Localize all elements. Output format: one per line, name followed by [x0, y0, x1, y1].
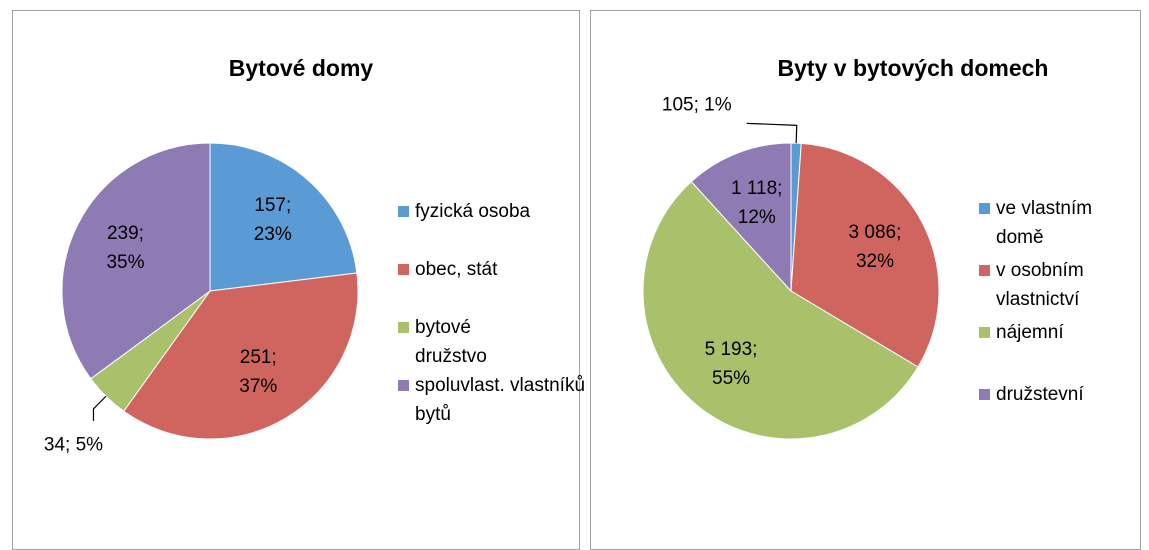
- pie-slice: [790, 142, 940, 368]
- legend-label: spoluvlast. vlastníků bytů: [415, 375, 586, 425]
- legend-label: nájemní: [996, 322, 1064, 343]
- legend: ve vlastním domě v osobním vlastnictví náj…: [979, 194, 1114, 442]
- chart-frame: Bytové domy fyzická osoba obec, stát bytov…: [12, 10, 585, 550]
- legend-label: v osobním vlastnictví: [996, 260, 1084, 310]
- legend-item: bytové družstvo: [398, 313, 587, 371]
- legend: fyzická osoba obec, stát bytové družstvo sp…: [398, 197, 587, 429]
- pie-chart: [61, 142, 359, 440]
- data-label: 239; 35%: [106, 223, 145, 274]
- legend-swatch: [398, 264, 409, 275]
- legend-item: družstevní: [979, 380, 1114, 442]
- legend-label: ve vlastním domě: [996, 198, 1093, 248]
- page: Bytové domy fyzická osoba obec, stát bytov…: [12, 10, 1141, 550]
- chart-title: Bytové domy: [228, 55, 374, 81]
- legend-item: fyzická osoba: [398, 197, 587, 255]
- data-label: 3 086; 32%: [848, 222, 902, 273]
- pie-slice: [690, 142, 792, 293]
- legend-swatch: [979, 265, 990, 276]
- legend-item: spoluvlast. vlastníků bytů: [398, 371, 587, 429]
- pie-slice: [209, 142, 358, 292]
- legend-item: ve vlastním domě: [979, 194, 1114, 256]
- pie-slice: [61, 142, 211, 380]
- data-label: 34; 5%: [43, 434, 104, 456]
- legend-swatch: [398, 380, 409, 391]
- legend-label: družstevní: [996, 384, 1084, 405]
- legend-item: v osobním vlastnictví: [979, 256, 1114, 318]
- data-label: 157; 23%: [253, 195, 292, 246]
- legend-label: obec, stát: [415, 259, 498, 280]
- data-label: 1 118; 12%: [731, 177, 783, 228]
- legend-swatch: [979, 327, 990, 338]
- legend-swatch: [979, 389, 990, 400]
- chart-frame: Byty v bytových domech ve vlastním domě v…: [590, 10, 1141, 550]
- legend-swatch: [979, 203, 990, 214]
- legend-swatch: [398, 322, 409, 333]
- data-label: 251; 37%: [239, 347, 278, 398]
- chart-title: Byty v bytových domech: [777, 55, 1049, 81]
- legend-swatch: [398, 206, 409, 217]
- pie-chart: [642, 122, 940, 440]
- data-label: 105; 1%: [661, 94, 732, 116]
- leader-line: [92, 395, 107, 421]
- data-label: 5 193; 55%: [704, 339, 758, 390]
- legend-label: fyzická osoba: [415, 201, 531, 222]
- pie-slice: [122, 272, 359, 440]
- pie-slice: [642, 180, 919, 440]
- legend-label: bytové družstvo: [415, 317, 487, 367]
- leader-line: [746, 122, 798, 144]
- legend-item: nájemní: [979, 318, 1114, 380]
- legend-item: obec, stát: [398, 255, 587, 313]
